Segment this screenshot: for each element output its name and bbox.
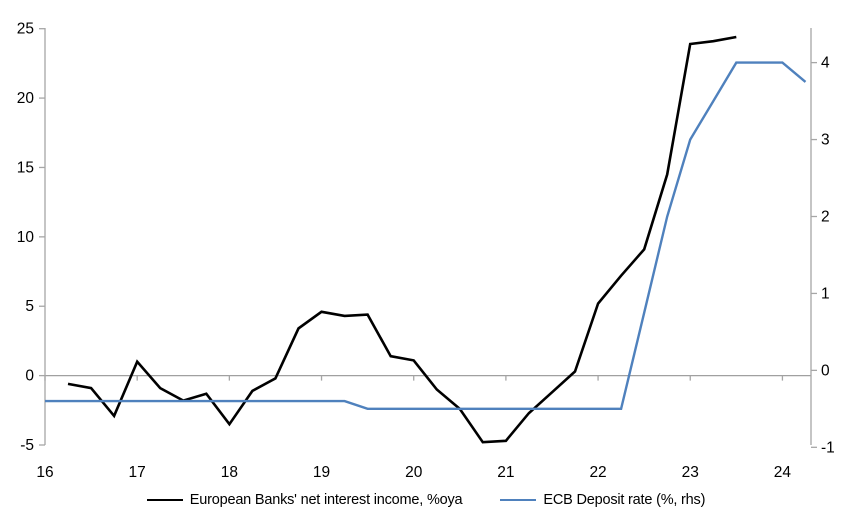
- x-axis-tick-label: 16: [36, 464, 53, 481]
- x-axis-tick-label: 17: [129, 464, 146, 481]
- legend-label-net-interest-income: European Banks' net interest income, %oy…: [189, 492, 463, 508]
- left-axis-tick-label: 15: [17, 159, 34, 176]
- left-axis-tick-label: 25: [17, 21, 34, 38]
- x-axis-tick-label: 24: [774, 464, 792, 481]
- left-axis-tick-label: 10: [17, 229, 35, 246]
- right-axis-tick-label: 2: [821, 208, 830, 225]
- legend-label-ecb-deposit-rate: ECB Deposit rate (%, rhs): [543, 492, 706, 508]
- left-axis-tick-label: -5: [20, 437, 34, 454]
- x-axis-tick-label: 21: [497, 464, 514, 481]
- left-axis-tick-label: 0: [25, 368, 34, 385]
- x-axis-tick-label: 19: [313, 464, 330, 481]
- series-line-net-interest-income: [67, 35, 737, 444]
- x-axis-tick-label: 18: [221, 464, 238, 481]
- blue-line-swatch-icon: [500, 499, 537, 501]
- right-axis-tick-label: 1: [821, 285, 830, 302]
- x-axis-tick-label: 22: [589, 464, 606, 481]
- series-line-ecb-deposit-rate: [45, 61, 807, 410]
- black-line-swatch-icon: [146, 499, 183, 501]
- right-axis-tick-label: 3: [821, 132, 830, 149]
- right-axis-tick-label: 0: [821, 362, 830, 379]
- left-axis-tick-label: 20: [17, 90, 35, 107]
- x-axis-tick-label: 23: [682, 464, 699, 481]
- right-axis-tick-label: -1: [821, 439, 835, 456]
- legend: European Banks' net interest income, %oy…: [0, 488, 852, 512]
- x-axis-tick-label: 20: [405, 464, 423, 481]
- legend-item-net-interest-income: European Banks' net interest income, %oy…: [146, 492, 463, 508]
- left-axis-tick-label: 5: [25, 298, 34, 315]
- legend-item-ecb-deposit-rate: ECB Deposit rate (%, rhs): [500, 492, 705, 508]
- right-axis-tick-label: 4: [821, 55, 830, 72]
